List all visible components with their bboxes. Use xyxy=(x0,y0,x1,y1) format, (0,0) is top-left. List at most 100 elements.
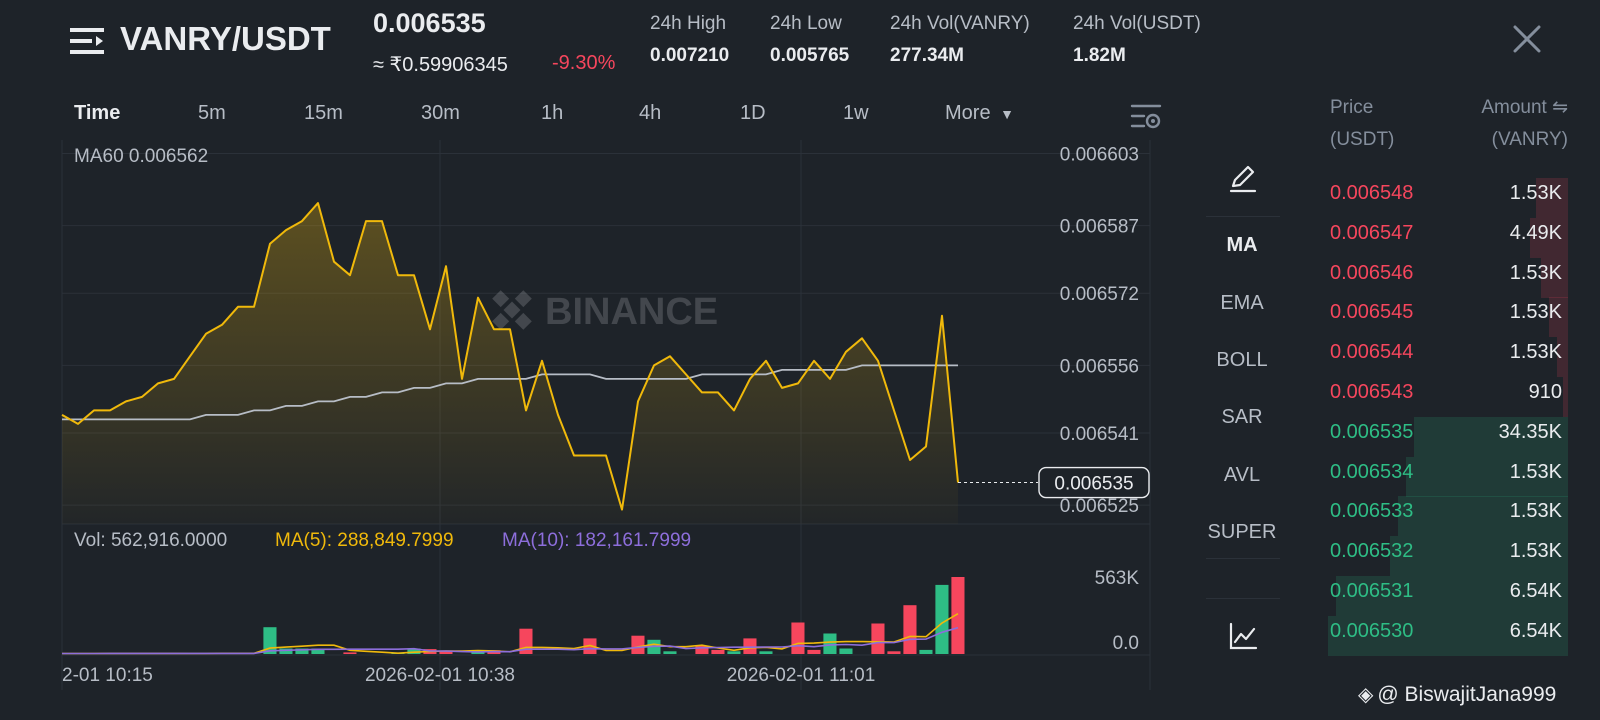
volume-bar xyxy=(343,652,357,654)
current-price-box xyxy=(1038,466,1150,499)
price-area xyxy=(62,203,958,524)
orderbook-amount: 1.53K xyxy=(1509,500,1562,523)
volume-bar xyxy=(663,651,677,654)
orderbook-amount: 1.53K xyxy=(1509,182,1562,204)
orderbook-amount: 1.53K xyxy=(1509,540,1562,563)
timeframe-bar: Time 5m 15m 30m 1h 4h 1D 1w More ▼ xyxy=(0,96,1160,136)
tab-1d[interactable]: 1D xyxy=(740,102,766,124)
price-tick-label: 0.006525 xyxy=(1060,496,1139,517)
indicator-avl[interactable]: AVL xyxy=(1223,464,1261,486)
time-tick-label: 2026-02-01 10:38 xyxy=(365,665,515,686)
orderbook-ask-row[interactable]: 0.006543 910 xyxy=(1300,377,1570,417)
tab-1w[interactable]: 1w xyxy=(843,102,869,124)
trading-pair[interactable]: VANRY/USDT xyxy=(120,20,331,57)
orderbook-bid-row[interactable]: 0.006533 1.53K xyxy=(1300,496,1570,537)
chart-indicator-icon[interactable] xyxy=(1227,620,1259,652)
orderbook-bid-row[interactable]: 0.006531 6.54K xyxy=(1300,576,1570,616)
depth-bar xyxy=(1389,536,1568,577)
tab-1h[interactable]: 1h xyxy=(541,102,564,124)
indicator-super[interactable]: SUPER xyxy=(1207,521,1277,543)
depth-bar xyxy=(1335,576,1568,616)
tab-30m[interactable]: 30m xyxy=(421,102,460,124)
orderbook-amount: 4.49K xyxy=(1509,221,1562,244)
orderbook-price: 0.006543 xyxy=(1330,381,1414,403)
orderbook-price: 0.006533 xyxy=(1330,500,1414,523)
price-line xyxy=(61,202,959,511)
volume-bar xyxy=(903,605,917,654)
menu-icon[interactable] xyxy=(70,26,104,56)
inr-price: ≈ ₹0.59906345 xyxy=(373,54,508,76)
volume-tick-label: 0.0 xyxy=(1113,633,1139,654)
orderbook-ask-row[interactable]: 0.006545 1.53K xyxy=(1300,297,1570,338)
indicator-boll[interactable]: BOLL xyxy=(1216,349,1268,371)
volume-bars xyxy=(62,577,965,655)
tab-15m[interactable]: 15m xyxy=(304,102,343,124)
binance-watermark: BINANCE xyxy=(492,290,718,333)
stat-label-high: 24h High xyxy=(650,13,727,34)
volume-bar xyxy=(311,648,325,654)
indicator-ema[interactable]: EMA xyxy=(1220,292,1264,314)
orderbook-bid-row[interactable]: 0.006535 34.35K xyxy=(1300,416,1570,457)
stat-label-vol-quote: 24h Vol(USDT) xyxy=(1073,13,1201,34)
volume-bar xyxy=(295,648,309,654)
orderbook-amount: 910 xyxy=(1528,381,1562,403)
depth-bar xyxy=(1557,337,1568,378)
orderbook-bid-row[interactable]: 0.006532 1.53K xyxy=(1300,536,1570,577)
caret-down-icon: ▼ xyxy=(1000,106,1014,122)
close-icon[interactable] xyxy=(1510,22,1544,56)
orderbook-price: 0.006535 xyxy=(1330,420,1414,443)
orderbook-price: 0.006545 xyxy=(1330,301,1414,324)
binance-logo-icon: ◈ xyxy=(1358,684,1374,706)
tab-4h[interactable]: 4h xyxy=(639,102,662,124)
indicator-divider xyxy=(1206,216,1280,217)
orderbook-ask-row[interactable]: 0.006546 1.53K xyxy=(1300,257,1570,298)
tab-time[interactable]: Time xyxy=(74,102,121,124)
volume-bar xyxy=(823,633,837,654)
depth-bar xyxy=(1562,377,1568,417)
price-chart[interactable]: BINANCE 0.006603 0.006587 0.006572 0.006556… xyxy=(0,140,1160,700)
header: VANRY/USDT 0.006535 ≈ ₹0.59906345 -9.30%… xyxy=(0,0,1600,90)
indicator-ma[interactable]: MA xyxy=(1226,234,1258,256)
orderbook-price: 0.006548 xyxy=(1330,182,1414,204)
volume-bar xyxy=(871,623,885,654)
volume-bar xyxy=(407,648,421,654)
orderbook-ask-row[interactable]: 0.006548 1.53K xyxy=(1300,178,1570,218)
orderbook-ask-row[interactable]: 0.006547 4.49K xyxy=(1300,217,1570,258)
orderbook-bid-row[interactable]: 0.006534 1.53K xyxy=(1300,456,1570,497)
orderbook-price: 0.006546 xyxy=(1330,261,1414,284)
volume-ma10-label: MA(10): 182,161.7999 xyxy=(502,530,692,551)
price-tick-label: 0.006556 xyxy=(1060,356,1139,377)
orderbook-price-header: Price (USDT) xyxy=(1330,92,1394,156)
price-series xyxy=(61,202,1038,524)
chart-axes: 0.006603 0.006587 0.006572 0.006556 0.006541… xyxy=(62,145,1150,686)
volume-bar xyxy=(887,651,901,654)
volume-bar xyxy=(743,638,757,654)
volume-tick-label: 563K xyxy=(1095,568,1140,589)
depth-bar xyxy=(1327,615,1568,656)
time-tick-label: 2-01 10:15 xyxy=(62,665,153,686)
price-header-label: Price xyxy=(1330,97,1374,118)
volume-ma10-line xyxy=(62,626,959,655)
volume-bar xyxy=(935,584,949,654)
watermark-text: BINANCE xyxy=(545,291,718,333)
orderbook-price: 0.006544 xyxy=(1330,341,1414,364)
depth-bar xyxy=(1406,456,1568,497)
depth-bar xyxy=(1535,178,1568,218)
volume-bar xyxy=(631,635,645,654)
orderbook-price: 0.006547 xyxy=(1330,221,1414,244)
orderbook-bid-row[interactable]: 0.006530 6.54K xyxy=(1300,615,1570,656)
chart-settings-icon[interactable] xyxy=(1130,102,1162,130)
orderbook-amount: 1.53K xyxy=(1509,341,1562,364)
draw-pencil-icon[interactable] xyxy=(1227,162,1259,194)
orderbook-amount-header[interactable]: Amount ⇋ (VANRY) xyxy=(1481,92,1568,156)
volume-bar xyxy=(695,645,709,654)
tab-more[interactable]: More ▼ xyxy=(945,102,1014,125)
tab-5m[interactable]: 5m xyxy=(198,102,226,124)
depth-bar xyxy=(1397,496,1568,537)
amount-header-label: Amount ⇋ xyxy=(1481,97,1568,118)
indicator-divider xyxy=(1206,558,1280,559)
depth-bar xyxy=(1549,297,1568,338)
indicator-sar[interactable]: SAR xyxy=(1221,406,1263,428)
orderbook-ask-row[interactable]: 0.006544 1.53K xyxy=(1300,337,1570,378)
stat-value-high: 0.007210 xyxy=(650,45,730,66)
